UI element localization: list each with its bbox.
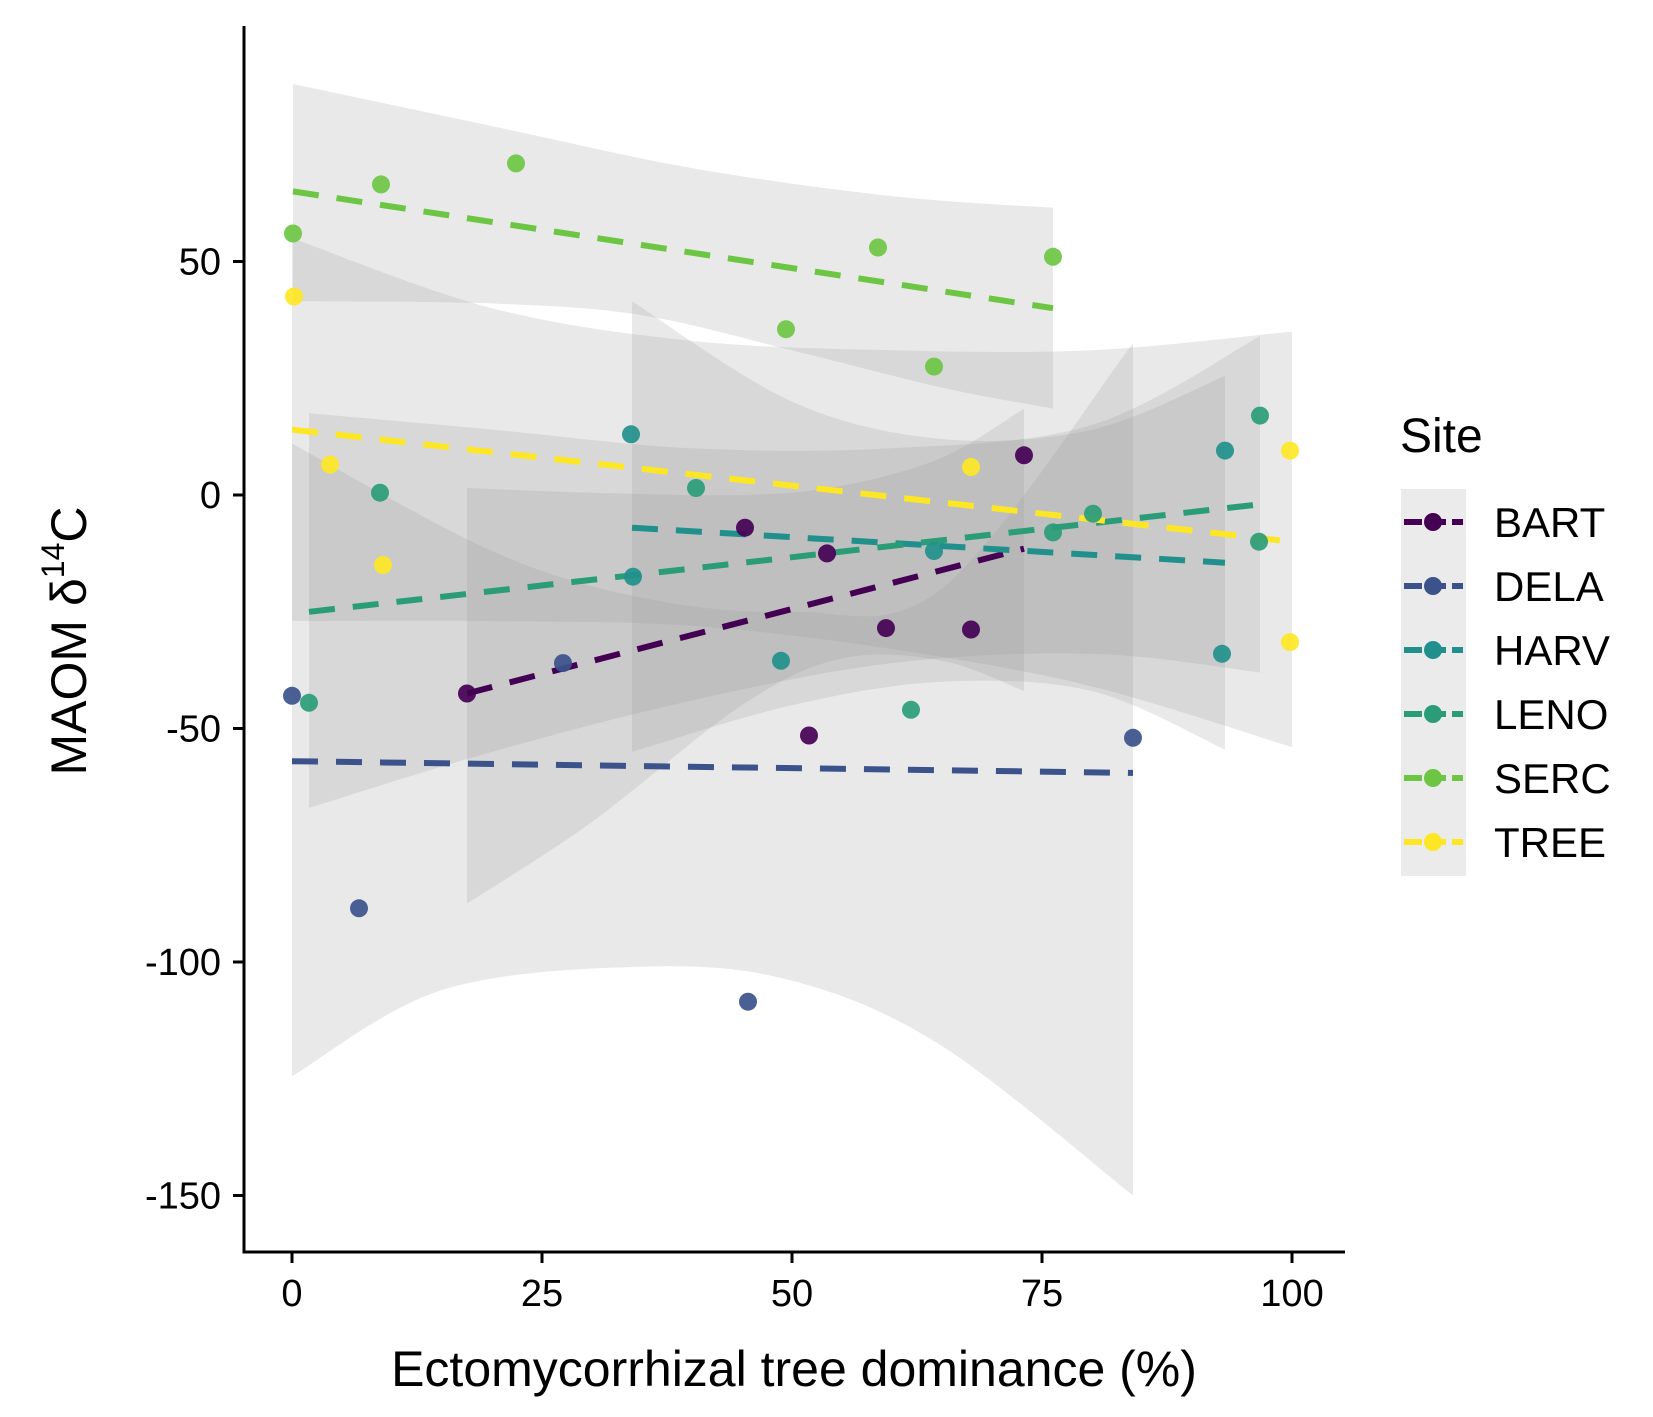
legend-label-dela: DELA: [1494, 563, 1604, 610]
legend-label-leno: LENO: [1494, 691, 1608, 738]
point-bart: [962, 620, 980, 639]
fit-line-dela: [291, 758, 1134, 776]
y-axis-title-end: C: [41, 507, 97, 543]
legend-point-bart: [1424, 513, 1442, 531]
legend-point-harv: [1424, 641, 1442, 659]
legend-entries: BART DELA HARV LENO SERC TREE: [1404, 499, 1611, 866]
point-dela: [1124, 728, 1142, 747]
point-dela: [554, 654, 572, 673]
y-axis-title: MAOM δ14C: [35, 507, 97, 776]
y-axis-title-main: MAOM δ: [41, 578, 97, 775]
legend-label-bart: BART: [1494, 499, 1605, 546]
x-tick-label: 75: [1021, 1273, 1063, 1315]
x-axis-title: Ectomycorrhizal tree dominance (%): [391, 1341, 1197, 1397]
point-tree: [962, 458, 980, 476]
y-tick-label: -150: [145, 1176, 221, 1218]
point-dela: [739, 992, 757, 1011]
point-leno: [902, 700, 920, 719]
point-harv: [622, 425, 640, 444]
y-axis-title-superscript: 14: [35, 543, 71, 579]
point-leno: [371, 483, 389, 502]
point-dela: [283, 686, 301, 705]
point-tree: [285, 287, 303, 306]
y-tick-label: -100: [145, 942, 221, 984]
point-harv: [1216, 441, 1234, 460]
legend-key-background: [1401, 489, 1466, 876]
legend-point-dela: [1424, 577, 1442, 595]
point-serc: [1044, 247, 1062, 266]
point-tree: [1281, 441, 1299, 460]
confidence-ribbons: [292, 84, 1292, 1196]
point-tree: [1281, 633, 1299, 652]
point-bart: [1015, 446, 1033, 465]
x-tick-label: 100: [1260, 1273, 1323, 1315]
fit-line-harv: [631, 524, 1226, 566]
point-dela: [350, 899, 368, 918]
ribbon-harv: [632, 301, 1225, 752]
y-tick-label: 50: [179, 242, 221, 284]
legend-label-harv: HARV: [1494, 627, 1610, 674]
y-tick-label: -50: [166, 709, 221, 751]
point-leno: [1044, 523, 1062, 542]
legend-point-leno: [1424, 705, 1442, 723]
data-points: [283, 154, 1299, 1011]
ribbon-tree: [292, 238, 1292, 748]
ribbon-bart: [467, 408, 1024, 904]
axes: [242, 26, 1345, 1254]
point-serc: [507, 154, 525, 173]
point-leno: [1251, 406, 1269, 425]
legend: Site BART DELA HARV LENO SERC TREE: [1400, 410, 1611, 876]
point-harv: [772, 651, 790, 670]
fit-line-tree: [291, 426, 1293, 545]
point-harv: [925, 542, 943, 560]
point-bart: [458, 684, 476, 703]
point-serc: [372, 175, 390, 194]
point-tree: [321, 455, 339, 474]
point-bart: [800, 726, 818, 745]
fit-line-serc: [292, 188, 1054, 312]
point-serc: [869, 238, 887, 257]
x-tick-label: 0: [281, 1273, 302, 1315]
legend-point-tree: [1424, 833, 1442, 851]
point-bart: [877, 619, 895, 638]
point-serc: [777, 320, 795, 339]
point-serc: [925, 357, 943, 376]
point-bart: [736, 518, 754, 537]
point-leno: [300, 693, 318, 712]
y-ticks: 50 0 -50 -100 -150: [145, 242, 244, 1218]
x-ticks: 0 25 50 75 100: [281, 1252, 1324, 1315]
point-bart: [818, 544, 836, 563]
legend-label-tree: TREE: [1494, 819, 1606, 866]
x-tick-label: 50: [771, 1273, 813, 1315]
point-leno: [1250, 532, 1268, 551]
point-harv: [1213, 644, 1231, 663]
legend-label-serc: SERC: [1494, 755, 1611, 802]
point-leno: [687, 479, 705, 497]
legend-point-serc: [1424, 769, 1442, 787]
y-tick-label: 0: [200, 475, 221, 517]
point-serc: [284, 224, 302, 243]
ribbon-serc: [293, 84, 1053, 409]
point-leno: [1084, 504, 1102, 523]
point-tree: [374, 556, 392, 574]
x-tick-label: 25: [521, 1273, 563, 1315]
point-harv: [624, 567, 642, 586]
legend-title: Site: [1400, 410, 1483, 463]
